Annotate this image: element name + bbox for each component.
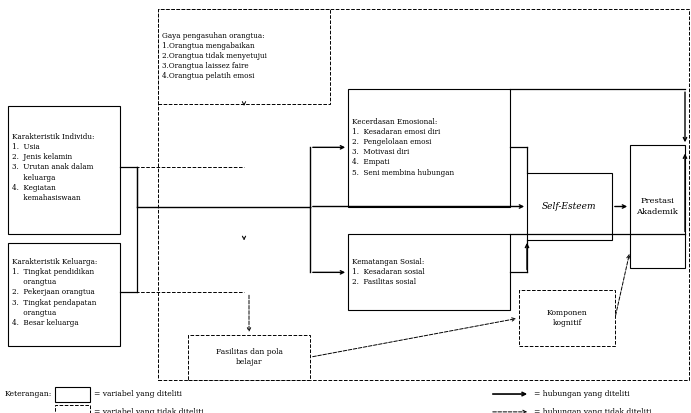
Text: Keterangan:: Keterangan: xyxy=(5,390,53,398)
Bar xyxy=(8,106,120,235)
Text: Prestasi
Akademik: Prestasi Akademik xyxy=(636,197,678,216)
Bar xyxy=(630,145,685,268)
Text: Fasilitas dan pola
belajar: Fasilitas dan pola belajar xyxy=(216,348,283,366)
Bar xyxy=(8,243,120,346)
Text: Kecerdasan Emosional:
1.  Kesadaran emosi diri
2.  Pengelolaan emosi
3.  Motivas: Kecerdasan Emosional: 1. Kesadaran emosi… xyxy=(352,118,454,177)
Bar xyxy=(55,405,90,413)
Text: Komponen
kognitif: Komponen kognitif xyxy=(547,309,587,327)
Text: Self-Esteem: Self-Esteem xyxy=(542,202,596,211)
Text: Karakteristik Individu:
1.  Usia
2.  Jenis kelamin
3.  Urutan anak dalam
     ke: Karakteristik Individu: 1. Usia 2. Jenis… xyxy=(12,133,95,202)
Bar xyxy=(519,290,615,346)
Bar xyxy=(158,9,689,380)
Bar xyxy=(527,173,612,240)
Text: = hubungan yang diteliti: = hubungan yang diteliti xyxy=(534,390,630,398)
Bar xyxy=(158,9,330,104)
Text: = variabel yang diteliti: = variabel yang diteliti xyxy=(94,390,182,398)
Text: = hubungan yang tidak diteliti: = hubungan yang tidak diteliti xyxy=(534,408,652,413)
Bar xyxy=(348,89,510,206)
Bar xyxy=(188,335,310,380)
Text: Gaya pengasuhan orangtua:
1.Orangtua mengabaikan
2.Orangtua tidak menyetujui
3.O: Gaya pengasuhan orangtua: 1.Orangtua men… xyxy=(162,32,267,80)
Text: Kematangan Sosial:
1.  Kesadaran sosial
2.  Fasilitas sosial: Kematangan Sosial: 1. Kesadaran sosial 2… xyxy=(352,258,425,287)
Bar xyxy=(55,387,90,402)
Text: = variabel yang tidak diteliti: = variabel yang tidak diteliti xyxy=(94,408,204,413)
Bar xyxy=(348,235,510,310)
Text: Karakteristik Keluarga:
1.  Tingkat pendidikan
     orangtua
2.  Pekerjaan orang: Karakteristik Keluarga: 1. Tingkat pendi… xyxy=(12,258,97,327)
